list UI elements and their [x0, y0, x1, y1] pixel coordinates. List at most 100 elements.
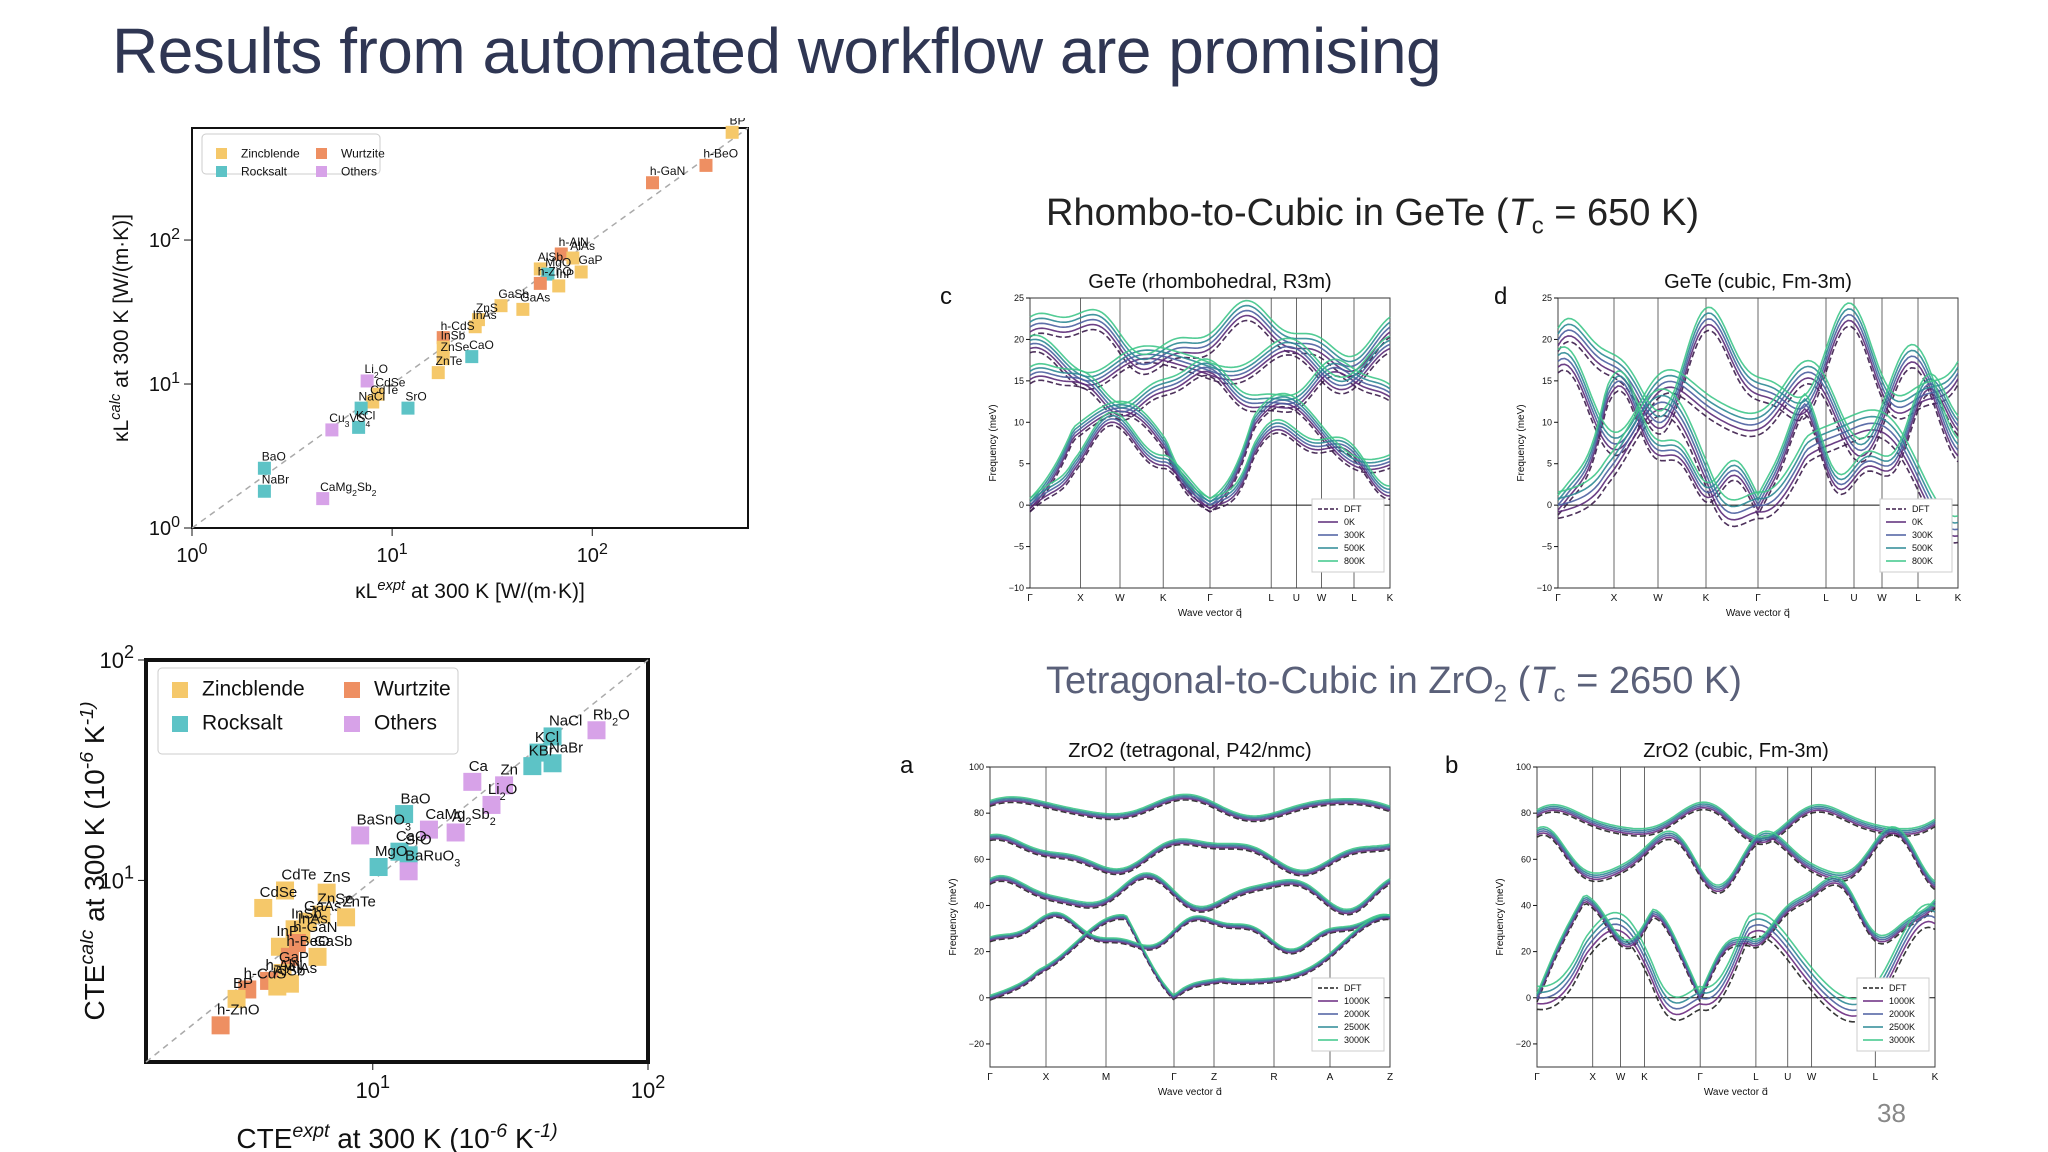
cte-legend-box	[157, 667, 459, 755]
ytick-exp: 2	[124, 642, 134, 662]
cte-point-AlSb	[268, 977, 287, 996]
kappa-point-AlAs	[566, 251, 580, 265]
kappa-xlabel-part: at 300 K [W/(m·K)]	[405, 580, 585, 603]
cte-point-label-part: CaMg	[425, 806, 465, 823]
cte-point-label: BaRuO3	[405, 847, 460, 869]
phonon-a-branch-s3-b3	[989, 912, 1391, 952]
kappa-point-label-part: ZnTe	[436, 354, 463, 368]
kappa-point-SrO	[401, 401, 415, 415]
kappa-point-label: GaSb	[498, 287, 529, 301]
phonon-d-ytick-label: 0	[1547, 500, 1552, 510]
sec-gete-p3: = 650 K)	[1543, 192, 1699, 234]
section-title-zro2: Tetragonal-to-Cubic in ZrO2 (Tc = 2650 K…	[1046, 660, 1742, 709]
cte-point-label-part: KBr	[529, 742, 554, 759]
kappa-point-label-part: Li	[365, 362, 374, 376]
cte-point-label-part: 2	[490, 816, 496, 828]
cte-legend-swatch-wurtzite	[344, 682, 360, 698]
phonon-c-xtick-label: U	[1293, 593, 1300, 604]
kappa-ytick-label: 101	[149, 370, 180, 397]
phonon-b-ytick-label: 20	[1521, 947, 1531, 957]
phonon-a-branch-s3-b2	[989, 873, 1391, 912]
kappa-point-label: h-AlN	[559, 235, 589, 249]
phonon-c-xtick-label: X	[1077, 593, 1084, 604]
kappa-point-label-part: 2	[374, 370, 379, 380]
cte-point-label: GaSb	[314, 933, 352, 950]
phonon-d-xtick-label: X	[1611, 593, 1618, 604]
cte-point-label-part: Li	[488, 781, 500, 798]
cte-point-BP	[227, 989, 246, 1008]
phonon-d-xtick-label: Γ	[1555, 593, 1561, 604]
cte-xlabel-part: -6	[490, 1120, 508, 1142]
cte-point-label-part: h-ZnO	[217, 1002, 260, 1019]
ytick-base: 10	[100, 869, 124, 894]
cte-ylabel-part: calc	[80, 929, 98, 964]
phonon-d-branch-s0-b2	[1557, 390, 1959, 517]
phonon-b-branch-s1-b1	[1536, 832, 1936, 892]
phonon-a-title: ZrO2 (tetragonal, P42/nmc)	[1068, 740, 1311, 762]
kappa-point-CdTe	[366, 395, 380, 409]
kappa-legend-label-zincblende: Zincblende	[241, 146, 300, 160]
kappa-point-label-part: O	[379, 362, 388, 376]
cte-point-CdSe	[254, 898, 273, 917]
cte-point-label: ZnTe	[342, 894, 375, 911]
phonon-d-xtick-label: W	[1877, 593, 1887, 604]
kappa-point-label-part: CaMg	[320, 480, 352, 494]
phonon-c-ytick-label: −5	[1014, 542, 1024, 552]
kappa-point-label: h-BeO	[703, 147, 738, 161]
cte-point-MgO	[369, 858, 388, 877]
kappa-point-InSb	[436, 340, 450, 354]
phonon-d-legend-label: 800K	[1912, 556, 1933, 566]
cte-point-label: CdSe	[260, 884, 298, 901]
phonon-d-xlabel: Wave vector q⃗	[1726, 608, 1790, 619]
phonon-a-ytick-label: 40	[974, 900, 984, 910]
kappa-point-label-part: Cu	[329, 411, 344, 425]
ytick-base: 10	[149, 374, 171, 396]
phonon-c-legend-label: 0K	[1344, 517, 1355, 527]
cte-point-label: h-GaN	[293, 919, 337, 936]
cte-point-label-part: BP	[233, 975, 253, 992]
cte-point-label: ZnSe	[318, 891, 354, 908]
cte-ylabel-part: at 300 K (10	[80, 769, 110, 929]
kappa-point-BaO	[257, 461, 271, 475]
cte-point-label-part: BaRuO	[405, 847, 454, 864]
kappa-point-label: CaMg2Sb2	[320, 480, 377, 498]
cte-point-BaO	[395, 805, 414, 824]
phonon-b-xtick-label: X	[1589, 1072, 1596, 1083]
phonon-d-ytick-label: 25	[1542, 293, 1552, 303]
cte-point-label: KCl	[535, 729, 559, 746]
phonon-a-ytick-label: 60	[974, 854, 984, 864]
phonon-a-panel-label: a	[900, 752, 914, 779]
phonon-d-branch-s0-b3	[1557, 414, 1959, 544]
phonon-b-ytick-label: 60	[1521, 854, 1531, 864]
phonon-d-xtick-label: U	[1850, 593, 1857, 604]
kappa-point-label-part: GaSb	[498, 287, 529, 301]
cte-xlabel-part: K	[507, 1123, 534, 1152]
cte-xtick-label: 102	[631, 1072, 666, 1103]
phonon-a-ylabel: Frequency (meV)	[948, 878, 959, 955]
kappa-point-label-part: VS	[349, 411, 365, 425]
sec-zro2-p5: = 2650 K)	[1565, 660, 1742, 702]
cte-point-label-part: 3	[405, 822, 411, 834]
cte-xlabel-part: expt	[292, 1120, 331, 1142]
kappa-ylabel-part: at 300 K [W/(m·K)]	[110, 214, 133, 394]
cte-point-label-part: O	[506, 781, 518, 798]
cte-point-label-part: 2	[465, 816, 471, 828]
kappa-point-label-part: h-BeO	[703, 147, 738, 161]
cte-point-label: CaO	[396, 828, 427, 845]
kappa-point-InP	[552, 279, 566, 293]
kappa-point-label-part: ZnSe	[441, 340, 470, 354]
phonon-chart-b: ZrO2 (cubic, Fm-3m) b −20 0 20 40 60 80 100 Γ X W K Γ…	[1445, 740, 1939, 1095]
phonon-b-branch-s3-b0	[1536, 803, 1936, 840]
kappa-legend-swatch-wurtzite	[316, 148, 327, 159]
ytick-exp: 1	[171, 370, 180, 387]
phonon-a-branch-s2-b3	[989, 913, 1391, 953]
phonon-a-branch-s0-b3	[989, 916, 1391, 955]
cte-point-label-part: O	[618, 706, 630, 723]
phonon-b-xtick-label: K	[1932, 1072, 1939, 1083]
cte-point-CdTe	[276, 881, 295, 900]
phonon-c-xtick-label: K	[1387, 593, 1394, 604]
phonon-b-xtick-label: L	[1753, 1072, 1759, 1083]
phonon-d-xtick-label: L	[1915, 593, 1921, 604]
kappa-point-label-part: GaAs	[520, 291, 550, 305]
cte-point-label: BP	[233, 975, 253, 992]
